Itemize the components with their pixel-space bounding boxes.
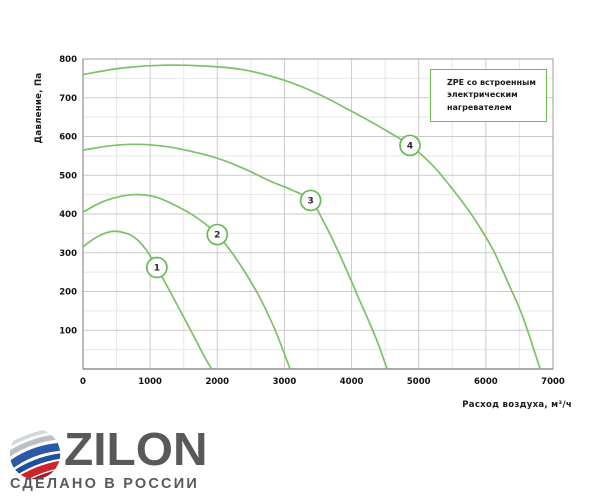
svg-text:4: 4 — [407, 142, 413, 152]
x-tick-5000: 5000 — [407, 377, 431, 387]
curve-marker-4: 4 — [399, 134, 421, 157]
x-axis-label: Расход воздуха, м³/ч — [462, 400, 572, 410]
curve-marker-3: 3 — [299, 189, 322, 212]
x-tick-2000: 2000 — [205, 377, 229, 387]
y-tick-700: 700 — [59, 94, 77, 104]
fan-performance-chart: 1 2 3 4 100 200 300 400 500 600 700 800 0 1000 2000 300… — [59, 55, 565, 387]
brand-tagline: СДЕЛАНО В РОССИИ — [10, 476, 199, 492]
legend-line-3: нагревателем — [447, 102, 512, 112]
x-tick-4000: 4000 — [340, 377, 364, 387]
curve-2 — [82, 193, 291, 370]
y-tick-800: 800 — [59, 55, 77, 65]
y-tick-600: 600 — [59, 133, 77, 143]
svg-text:2: 2 — [214, 231, 220, 241]
x-tick-0: 0 — [80, 377, 86, 387]
legend-line-1: ZPE со встроенным — [447, 78, 536, 87]
curve-3 — [82, 143, 388, 370]
curve-marker-1: 1 — [146, 256, 168, 279]
y-axis-label: Давление, Па — [34, 72, 44, 144]
x-tick-7000: 7000 — [541, 377, 565, 387]
curve-marker-2: 2 — [206, 223, 229, 246]
y-tick-300: 300 — [59, 249, 77, 259]
zilon-globe-icon — [8, 427, 62, 481]
y-tick-200: 200 — [59, 288, 77, 298]
y-tick-100: 100 — [59, 326, 77, 336]
curve-4 — [82, 64, 542, 370]
zilon-logo: ZILON СДЕЛАНО В РОССИИ — [8, 424, 248, 498]
legend-line-2: электрическим — [447, 90, 518, 100]
x-tick-3000: 3000 — [273, 377, 297, 387]
curve-1 — [82, 230, 213, 370]
brand-wordmark: ZILON — [64, 423, 208, 475]
x-tick-1000: 1000 — [138, 377, 162, 387]
y-tick-500: 500 — [59, 171, 77, 181]
legend-box: ZPE со встроенным электрическим нагреват… — [430, 69, 547, 122]
svg-text:3: 3 — [307, 197, 313, 207]
svg-text:1: 1 — [154, 264, 160, 274]
x-tick-6000: 6000 — [474, 377, 498, 387]
y-tick-400: 400 — [59, 210, 77, 220]
